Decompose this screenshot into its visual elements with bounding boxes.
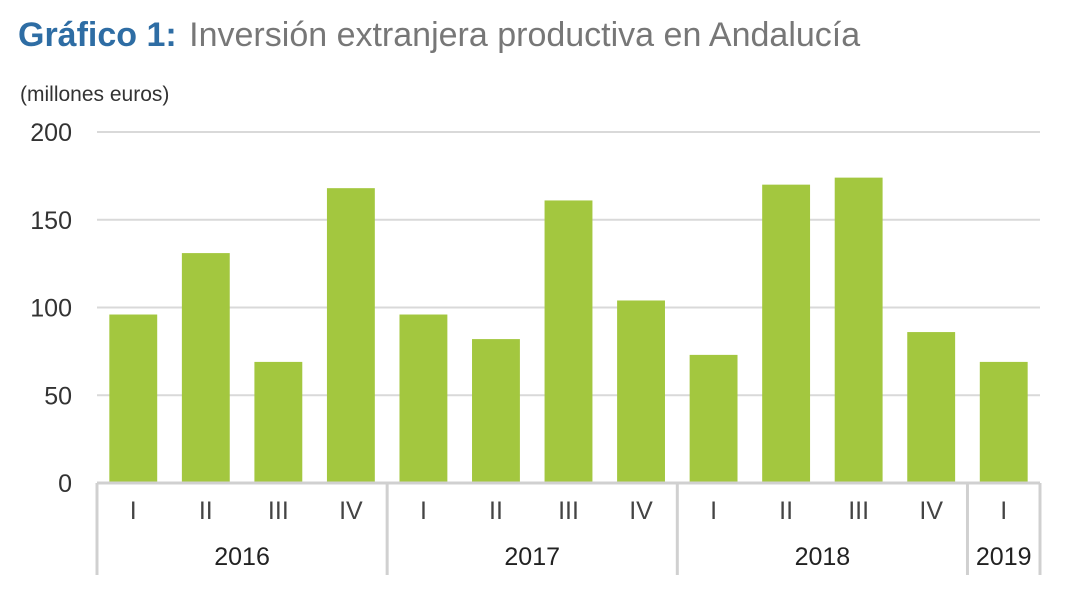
bar	[254, 361, 303, 483]
x-tick-label: III	[268, 497, 289, 525]
x-tick-label: II	[199, 497, 213, 525]
bar	[399, 314, 448, 483]
x-tick-label: I	[1000, 497, 1007, 525]
bar	[326, 188, 375, 483]
chart-title: Gráfico 1: Inversión extranjera producti…	[18, 16, 860, 54]
bars	[109, 177, 1028, 483]
x-tick-label: II	[779, 497, 793, 525]
bar	[472, 339, 520, 483]
x-group-label: 2017	[504, 543, 560, 571]
x-tick-label: I	[130, 497, 137, 525]
bar	[979, 361, 1028, 483]
x-tick-label: III	[558, 497, 579, 525]
x-tick-label: IV	[629, 497, 653, 525]
bar	[181, 253, 230, 483]
chart-title-prefix: Gráfico 1:	[18, 16, 177, 54]
x-tick-label: I	[710, 497, 717, 525]
bar	[617, 300, 665, 483]
y-tick-label: 50	[44, 382, 72, 410]
y-axis-ticks: 0 50 100 150 200	[30, 119, 72, 498]
x-tick-label: II	[489, 497, 503, 525]
x-tick-label: IV	[919, 497, 943, 525]
x-group-label: 2016	[214, 543, 270, 571]
x-tick-label: I	[420, 497, 427, 525]
bar	[834, 177, 883, 483]
x-tick-label: III	[848, 497, 869, 525]
bar	[109, 314, 158, 483]
y-tick-label: 100	[30, 295, 72, 323]
bar	[907, 332, 956, 483]
x-tick-label: IV	[339, 497, 363, 525]
x-group-label: 2018	[795, 543, 851, 571]
x-group-label: 2019	[976, 543, 1032, 571]
y-tick-label: 200	[30, 119, 72, 147]
y-axis-unit-label: (millones euros)	[20, 83, 169, 106]
bar	[762, 184, 811, 483]
bar	[689, 354, 738, 483]
y-tick-label: 0	[58, 470, 72, 498]
bar	[544, 200, 593, 483]
y-tick-label: 150	[30, 207, 72, 235]
chart-title-main: Inversión extranjera productiva en Andal…	[189, 16, 860, 54]
